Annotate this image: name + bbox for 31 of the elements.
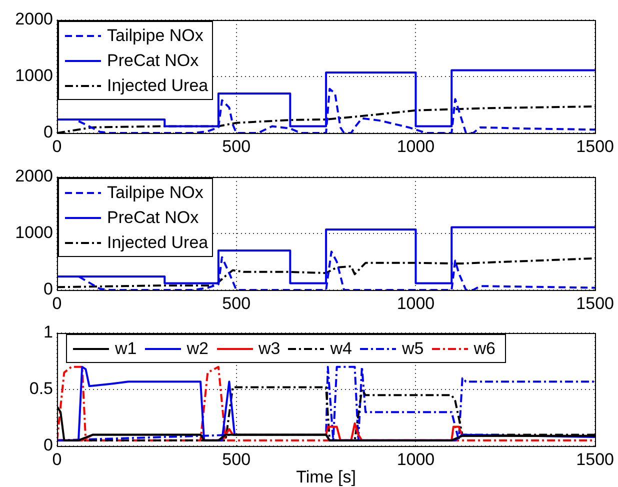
y-tick-label: 1 <box>44 322 53 342</box>
y-tick-label: 0 <box>44 280 53 299</box>
legend-label: Tailpipe NOx <box>107 25 204 47</box>
y-tick-label: 0.5 <box>29 379 53 398</box>
legend-label: w3 <box>258 338 280 360</box>
legend-label: w6 <box>474 338 496 360</box>
x-tick-label: 1500 <box>576 450 614 469</box>
x-tick-label: 500 <box>222 450 251 469</box>
legend-label: w4 <box>330 338 352 360</box>
legend-label: Injected Urea <box>107 75 208 97</box>
x-tick-label: 500 <box>222 294 251 313</box>
legend-label: Tailpipe NOx <box>107 182 204 204</box>
y-tick-label: 1000 <box>15 223 53 242</box>
x-tick-label: 1000 <box>396 136 435 156</box>
legend-label: Injected Urea <box>107 232 208 254</box>
y-tick-label: 0 <box>44 122 53 142</box>
legend-label: PreCat NOx <box>107 50 199 72</box>
x-tick-label: 1500 <box>576 136 614 156</box>
y-tick-label: 0 <box>44 436 53 455</box>
x-tick-label: 1000 <box>396 450 435 469</box>
x-tick-label: 1500 <box>576 294 614 313</box>
legend-label: w1 <box>115 338 137 360</box>
x-axis-title: Time [s] <box>296 467 356 486</box>
y-tick-label: 2000 <box>15 10 53 29</box>
y-tick-label: 1000 <box>15 66 53 86</box>
legend-label: PreCat NOx <box>107 207 199 229</box>
legend-label: w2 <box>186 338 208 360</box>
y-tick-label: 2000 <box>15 166 53 186</box>
x-tick-label: 1000 <box>396 294 435 313</box>
x-tick-label: 500 <box>222 136 251 156</box>
legend-label: w5 <box>402 338 424 360</box>
